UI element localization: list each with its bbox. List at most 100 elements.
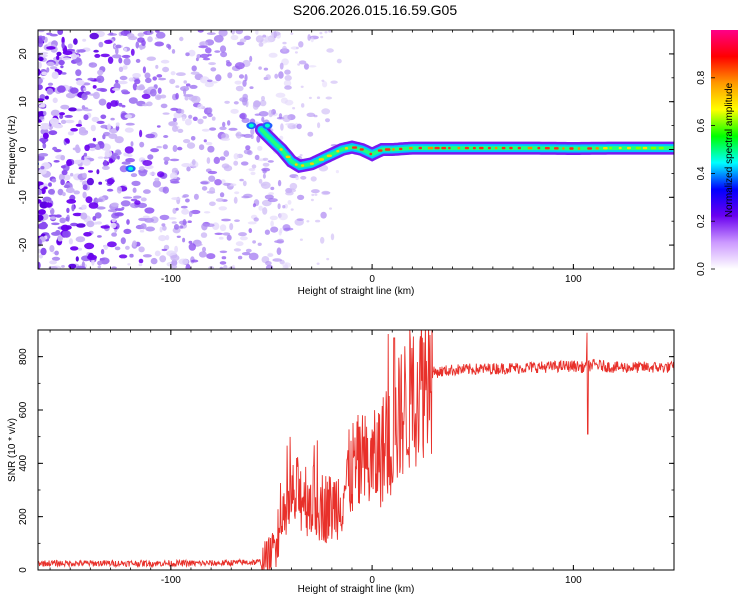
spectrogram-noise-blob: [162, 186, 169, 194]
spectrogram-noise-blob: [236, 41, 245, 46]
spectrogram-noise-blob: [66, 199, 77, 204]
spectrogram-ridge-peak: [537, 146, 541, 150]
figure-title: S206.2026.015.16.59.G05: [292, 2, 458, 18]
spectrogram-noise-blob: [42, 132, 49, 139]
spectrogram-noise-blob: [104, 39, 113, 45]
spectrogram-noise-blob: [100, 124, 108, 129]
spectrogram-noise-blob: [279, 227, 283, 234]
spectrogram-noise-blob: [235, 30, 243, 35]
spectrogram-ridge-peak: [658, 146, 664, 150]
spectrogram-noise-blob: [219, 261, 227, 265]
spectrogram-noise-blob: [213, 35, 224, 43]
spectrogram-noise-blob: [258, 42, 264, 47]
spectrogram-noise-blob: [229, 223, 234, 231]
spectrogram-noise-blob: [218, 236, 224, 240]
spectrogram-noise-blob: [138, 166, 145, 171]
spectrogram-noise-blob: [235, 62, 245, 70]
spectrogram-noise-blob: [61, 42, 65, 49]
spectrogram-ridge-peak: [650, 146, 657, 150]
spectrogram-noise-blob: [129, 253, 134, 258]
spectrogram-noise-blob: [262, 207, 268, 215]
spectrogram-noise-blob: [161, 248, 168, 252]
spectrogram-noise-blob: [38, 248, 42, 254]
spectrogram-noise-blob: [262, 157, 269, 161]
spectrogram-xlabel: Height of straight line (km): [298, 286, 415, 297]
spectrogram-noise-blob: [279, 62, 284, 70]
spectrogram-noise-blob: [126, 219, 130, 225]
spectrogram-noise-blob: [238, 74, 245, 79]
spectrogram-noise-blob: [219, 156, 226, 161]
spectrogram-noise-blob: [71, 204, 75, 212]
spectrogram-noise-blob: [265, 74, 271, 80]
spectrogram-hotspot-core: [31, 162, 36, 166]
spectrogram-noise-blob: [59, 112, 65, 116]
spectrogram-noise-blob: [267, 160, 274, 163]
spectrogram-noise-blob: [99, 257, 110, 265]
spectrogram-noise-blob: [262, 34, 267, 38]
snr-xtick-label: 100: [565, 575, 582, 586]
spectrogram-ridge-peak: [494, 146, 498, 150]
spectrogram-noise-blob: [92, 216, 97, 221]
spectrogram-noise-blob: [185, 198, 190, 203]
spectrogram-noise-blob: [306, 220, 310, 223]
spectrogram-noise-blob: [46, 67, 50, 73]
spectrogram-noise-blob: [63, 174, 71, 181]
spectrogram-noise-blob: [134, 78, 141, 85]
spectrogram-noise-blob: [89, 147, 96, 152]
spectrogram-ridge-peak: [577, 147, 581, 150]
spectrogram-noise-blob: [284, 69, 291, 75]
spectrogram-noise-blob: [163, 156, 170, 162]
spectrogram-hotspot: [38, 161, 39, 166]
spectrogram-noise-blob: [265, 264, 274, 269]
spectrogram-noise-blob: [139, 141, 145, 148]
spectrogram-ridge-peak: [527, 146, 533, 150]
spectrogram-noise-blob: [168, 217, 177, 220]
spectrogram-ridge-peak: [408, 147, 413, 150]
spectrogram-noise-blob: [233, 248, 241, 252]
spectrogram-noise-blob: [46, 46, 56, 50]
spectrogram-noise-blob: [38, 168, 47, 175]
spectrogram-noise-blob: [65, 187, 75, 194]
spectrogram-noise-blob: [245, 248, 252, 253]
spectrogram-noise-blob: [207, 112, 213, 118]
spectrogram-noise-blob: [94, 212, 102, 219]
spectrogram-ridge: [31, 122, 674, 174]
spectrogram-noise-blob: [254, 113, 261, 116]
spectrogram-noise-blob: [41, 71, 48, 76]
spectrogram-noise-blob: [92, 137, 97, 142]
spectrogram-noise-blob: [200, 181, 209, 185]
spectrogram-ridge-peak: [392, 148, 395, 151]
spectrogram-noise-blob: [169, 172, 178, 180]
spectrogram-noise-blob: [38, 113, 45, 117]
spectrogram-noise-blob: [150, 148, 160, 153]
spectrogram-noise-blob: [55, 214, 62, 218]
snr-ticks: -100 0 100 0 200 400 600 800: [18, 329, 675, 586]
spectrogram-noise-blob: [250, 171, 256, 176]
spectrogram-noise-blob: [258, 205, 264, 211]
spectrogram-noise-blob: [50, 66, 58, 70]
spectrogram-noise-blob: [89, 32, 99, 40]
spectrogram-noise-blob: [57, 85, 66, 93]
spectrogram-noise-blob: [311, 189, 320, 194]
spectrogram-noise-blob: [97, 235, 102, 238]
spectrogram-noise-blob: [177, 146, 183, 151]
spectrogram-noise-blob: [126, 33, 135, 38]
spectrogram-noise-blob: [221, 218, 231, 222]
spectrogram-noise-blob: [250, 134, 254, 139]
spectrogram-noise-blob: [218, 206, 228, 211]
spectrogram-noise-blob: [43, 111, 47, 116]
spectrogram-noise-blob: [276, 238, 285, 244]
spectrogram-noise-blob: [330, 80, 338, 84]
spectrogram-noise-blob: [303, 63, 310, 70]
spectrogram-noise-blob: [96, 120, 105, 124]
spectrogram-ridge-peak: [509, 146, 513, 150]
spectrogram-noise-blob: [263, 36, 274, 43]
spectrogram-noise-blob: [139, 229, 145, 233]
spectrogram-noise-blob: [171, 264, 178, 269]
spectrogram-noise-blob: [142, 254, 152, 258]
spectrogram-noise-blob: [268, 52, 278, 58]
spectrogram-noise-blob: [38, 62, 41, 65]
spectrogram-ridge-peak: [544, 147, 550, 150]
spectrogram-noise-blob: [116, 155, 120, 160]
spectrogram-noise-blob: [58, 59, 65, 66]
